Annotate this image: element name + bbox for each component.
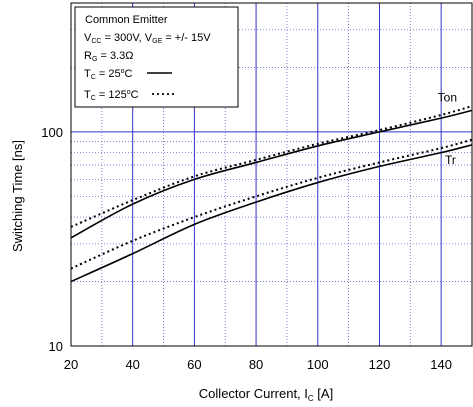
x-tick-label: 60 (187, 357, 201, 372)
series-curve-solid-0 (70, 109, 473, 239)
plot-frame (70, 2, 473, 347)
legend-gate-resistance: RG = 3.3Ω (84, 50, 133, 63)
x-tick-label: 100 (307, 357, 329, 372)
x-tick-label: 140 (430, 357, 452, 372)
series-curve-dotted-1 (70, 105, 473, 228)
y-tick-label: 100 (41, 125, 63, 140)
y-axis-label: Switching Time [ns] (10, 140, 25, 252)
legend-entry-25c: TC = 25oC (84, 68, 132, 81)
legend-entry-125c: TC = 125oC (84, 89, 139, 102)
curves (70, 105, 473, 283)
series-curve-solid-2 (70, 144, 473, 283)
series-labels: Ton Tr (438, 90, 457, 167)
legend-conditions: VCC = 300V, VGE = +/- 15V (84, 32, 211, 45)
x-tick-label: 80 (249, 357, 263, 372)
x-tick-labels: 20 40 60 80 100 120 140 (64, 357, 452, 372)
y-tick-labels: 10 100 (41, 125, 63, 354)
legend: Common Emitter VCC = 300V, VGE = +/- 15V… (74, 6, 239, 108)
series-curve-dotted-3 (70, 138, 473, 270)
series-label-ton: Ton (438, 90, 457, 104)
x-tick-label: 120 (369, 357, 391, 372)
x-tick-label: 20 (64, 357, 78, 372)
series-label-tr: Tr (445, 153, 456, 167)
legend-title: Common Emitter (85, 14, 168, 26)
x-axis-label: Collector Current, IC [A] (199, 386, 333, 403)
major-grid (71, 3, 472, 346)
x-tick-label: 40 (125, 357, 139, 372)
legend-box (74, 6, 239, 108)
y-tick-label: 10 (49, 339, 63, 354)
